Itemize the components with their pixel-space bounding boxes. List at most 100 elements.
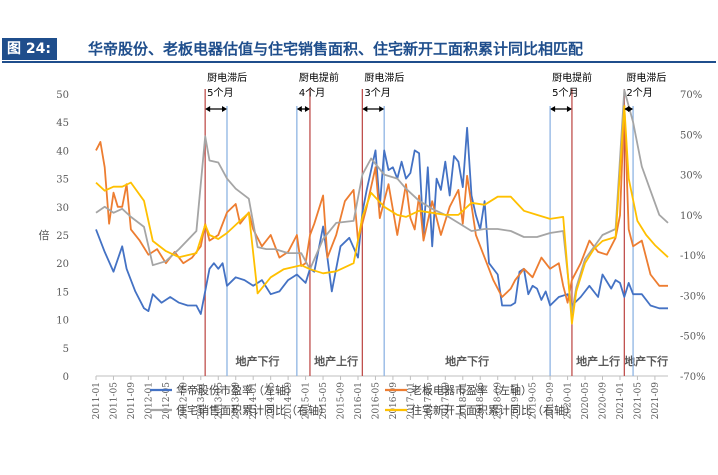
x-tick-17: 2016-09 [389, 382, 399, 420]
x-tick-9: 2014-01 [249, 382, 259, 419]
x-tick-1: 2011-05 [109, 382, 119, 420]
y-left-tick-6: 30 [56, 203, 69, 214]
phase-band-3 [571, 350, 625, 372]
x-tick-18: 2017-01 [406, 382, 416, 419]
x-tick-28: 2020-05 [581, 382, 591, 420]
legend: 华帝股份市盈率（左轴） 老板电器市盈率（左轴） 住宅销售面积累计同比（右轴） 住宅新开… [150, 383, 576, 417]
annotation-arrowhead-right-0 [221, 106, 227, 112]
annotation-arrowhead-left-3 [550, 106, 556, 112]
figure-title: 华帝股份、老板电器估值与住宅销售面积、住宅新开工面积累计同比相匹配 [88, 40, 584, 58]
annotation-months-2: 3个月 [364, 87, 390, 99]
y-left-tick-3: 15 [56, 287, 69, 298]
x-tick-5: 2012-09 [179, 382, 189, 420]
annotation-title-0: 厨电滞后 [207, 71, 247, 84]
figure-header: 图 24: 华帝股份、老板电器估值与住宅销售面积、住宅新开工面积累计同比相匹配 [2, 38, 716, 63]
annotation-arrowhead-right-2 [379, 106, 385, 112]
series-line-0 [95, 126, 668, 315]
x-tick-3: 2012-01 [144, 382, 154, 419]
series-line-2 [95, 89, 669, 315]
x-tick-23: 2018-09 [494, 382, 504, 420]
y-right-tick-6: 50% [680, 130, 702, 141]
annotation-title-4: 厨电滞后 [626, 71, 666, 84]
phase-label-1: 地产上行 [314, 354, 358, 368]
y-left-tick-10: 50 [56, 90, 69, 101]
x-tick-26: 2019-09 [546, 382, 556, 420]
y-right-tick-5: 30% [680, 171, 702, 182]
y-left-tick-0: 0 [63, 372, 69, 383]
y-left-tick-1: 5 [63, 344, 69, 355]
y-left-tick-8: 40 [56, 146, 69, 157]
phase-label-3: 地产上行 [576, 354, 620, 368]
phase-label-4: 地产下行 [624, 354, 668, 368]
marker-lines [204, 89, 634, 376]
phase-band-2 [362, 350, 572, 372]
x-tick-2: 2011-09 [127, 382, 137, 420]
x-tick-27: 2020-01 [564, 382, 574, 419]
x-tick-7: 2013-05 [214, 382, 224, 420]
y-left-tick-4: 20 [56, 259, 69, 270]
legend-label-2: 住宅销售面积累计同比（右轴） [176, 403, 330, 417]
x-tick-32: 2021-09 [651, 382, 661, 420]
annotation-arrowhead-right-1 [304, 106, 310, 112]
annotation-title-2: 厨电滞后 [364, 71, 404, 84]
x-tick-24: 2019-01 [511, 382, 521, 419]
x-tick-6: 2013-01 [197, 382, 207, 419]
y-right-tick-7: 70% [680, 90, 702, 101]
x-tick-29: 2020-09 [599, 382, 609, 420]
annotation-arrowhead-left-0 [205, 106, 211, 112]
x-tick-19: 2017-05 [424, 382, 434, 420]
phase-band-4 [624, 350, 668, 372]
annotation-arrowhead-left-1 [296, 106, 302, 112]
chart: 地产下行 地产上行 地产下行 地产上行 地产下行 0510152025303540455… [39, 71, 706, 419]
series-lines [95, 89, 669, 325]
x-tick-30: 2021-01 [616, 382, 626, 419]
x-tick-21: 2018-01 [459, 382, 469, 419]
x-tick-31: 2021-05 [633, 382, 643, 420]
x-tick-15: 2016-01 [354, 382, 364, 419]
x-tick-22: 2018-05 [476, 382, 486, 420]
figure-number: 图 24: [2, 38, 57, 60]
series-line-3 [95, 105, 669, 325]
annotation-arrowhead-right-3 [566, 106, 572, 112]
y-right-tick-3: -10% [680, 251, 706, 262]
y-right-tick-4: 10% [680, 211, 702, 222]
annotation-months-1: 4个月 [299, 87, 325, 99]
x-tick-11: 2014-09 [284, 382, 294, 420]
y-right-tick-1: -50% [680, 332, 706, 343]
annotations: 厨电滞后 5个月 厨电提前 4个月 厨电滞后 3个月 厨电提前 5个月 厨电滞后 2个月 [205, 71, 666, 112]
annotation-arrowhead-right-4 [628, 106, 634, 112]
legend-label-0: 华帝股份市盈率（左轴） [176, 383, 297, 397]
y-left-tick-9: 45 [56, 118, 69, 129]
axes: 0 5 10 15 20 25 30 35 40 45 50 倍 -70% -50% -30% -10% 10%… [39, 90, 706, 419]
y-left-label: 倍 [39, 228, 50, 242]
phase-label-0: 地产下行 [236, 354, 280, 368]
x-tick-25: 2019-05 [529, 382, 539, 420]
phase-band-1 [309, 350, 363, 372]
x-tick-0: 2011-01 [92, 382, 102, 419]
x-tick-12: 2015-01 [302, 382, 312, 419]
header-underline [2, 61, 716, 63]
x-tick-14: 2015-09 [337, 382, 347, 420]
phase-label-2: 地产下行 [445, 354, 489, 368]
y-right-tick-0: -70% [680, 372, 706, 383]
annotation-months-3: 5个月 [552, 87, 578, 99]
phase-band-0 [205, 350, 310, 372]
legend-label-3: 住宅新开工面积累计同比（右轴） [411, 403, 576, 417]
annotation-title-3: 厨电提前 [552, 71, 592, 84]
x-tick-16: 2016-05 [371, 382, 381, 420]
x-tick-8: 2013-09 [232, 382, 242, 420]
annotation-arrowhead-left-2 [362, 106, 368, 112]
annotation-months-0: 5个月 [207, 87, 233, 99]
x-tick-20: 2017-09 [441, 382, 451, 420]
annotation-months-4: 2个月 [626, 87, 652, 99]
x-tick-13: 2015-05 [319, 382, 329, 420]
y-left-tick-7: 35 [56, 175, 69, 186]
y-left-tick-2: 10 [56, 316, 69, 327]
annotation-title-1: 厨电提前 [299, 71, 339, 84]
phase-bands: 地产下行 地产上行 地产下行 地产上行 地产下行 [205, 350, 668, 372]
x-tick-4: 2012-05 [162, 382, 172, 420]
x-tick-10: 2014-05 [267, 382, 277, 420]
y-right-tick-2: -30% [680, 291, 706, 302]
y-left-tick-5: 25 [56, 231, 69, 242]
legend-label-1: 老板电器市盈率（左轴） [411, 383, 532, 397]
